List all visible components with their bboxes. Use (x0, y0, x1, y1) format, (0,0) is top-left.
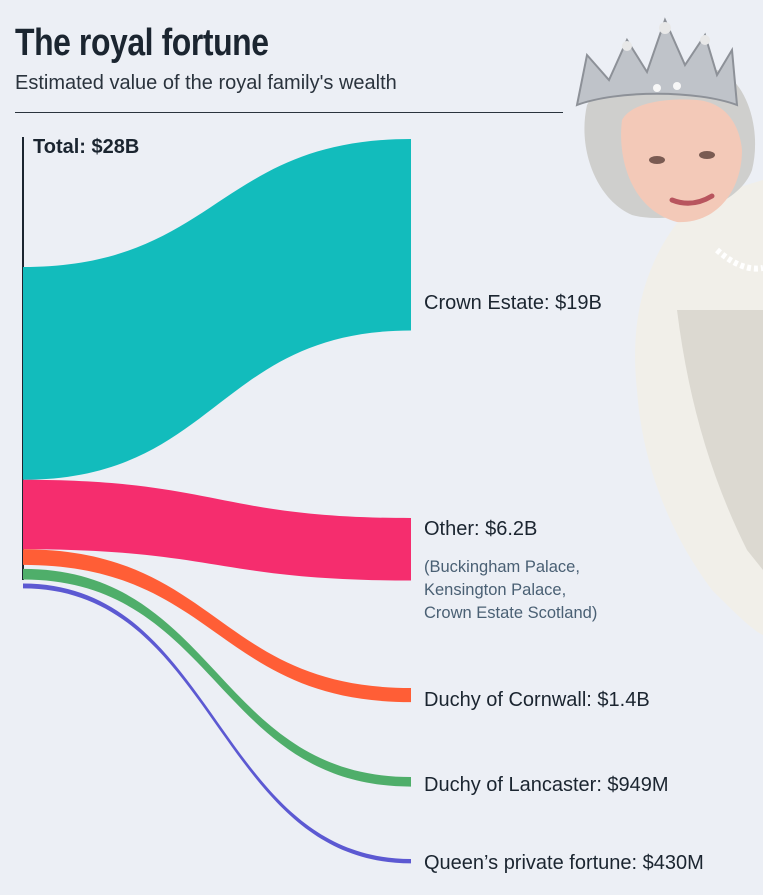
garment-shadow-shape (677, 310, 763, 570)
crown-shape (575, 17, 739, 107)
queen-portrait-image (575, 17, 763, 635)
chart-subtitle: Estimated value of the royal family's we… (15, 72, 397, 94)
label-queens-private-fortune: Queen’s private fortune: $430M (424, 852, 704, 874)
flow-crown-estate (23, 139, 411, 480)
other-note-line-2: Kensington Palace, (424, 581, 567, 599)
other-note-line-3: Crown Estate Scotland) (424, 604, 598, 622)
flow-duchy-of-lancaster (23, 568, 411, 787)
chart-title: The royal fortune (15, 22, 269, 64)
flow-other (23, 479, 411, 581)
other-note: (Buckingham Palace, Kensington Palace, C… (424, 556, 597, 625)
other-note-line-1: (Buckingham Palace, (424, 558, 580, 576)
label-other: Other: $6.2B (424, 518, 538, 540)
label-crown-estate: Crown Estate: $19B (424, 292, 602, 314)
total-label: Total: $28B (33, 136, 140, 158)
flow-queen-s-private-fortune (23, 583, 411, 864)
label-duchy-of-lancaster: Duchy of Lancaster: $949M (424, 774, 669, 796)
flow-duchy-of-cornwall (23, 549, 411, 703)
title-divider (15, 112, 563, 113)
label-duchy-of-cornwall: Duchy of Cornwall: $1.4B (424, 689, 650, 711)
face-shape (621, 99, 742, 223)
